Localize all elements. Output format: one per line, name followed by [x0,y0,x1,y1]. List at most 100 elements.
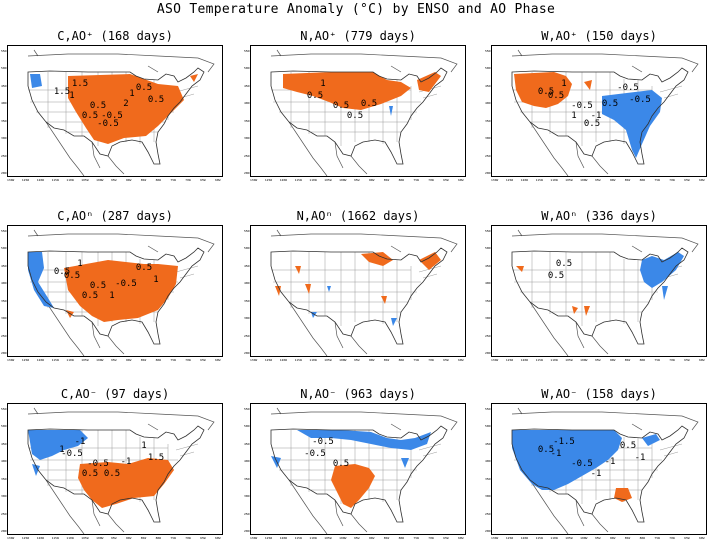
y-tick-label: 45N [485,441,491,446]
contour-label: -0.5 [312,437,334,447]
x-tick-labels: 130W 125W 120W 115W 110W 105W 100W 95W 90W 85W 80W… [7,178,223,184]
contour-label: 1 [153,275,158,285]
contour-label: 0.5 [333,459,349,469]
contour-label: 0.5 [82,291,98,301]
x-tick-label: 125W [505,178,514,182]
cold-anomaly-region [389,106,393,116]
x-tick-labels: 130W 125W 120W 115W 110W 105W 100W 95W 90W 85W 80W… [250,536,466,542]
y-tick-label: 40N [244,101,250,106]
y-tick-label: 50N [1,246,7,251]
contour-label: 2 [123,99,128,109]
canada-outline [511,49,699,73]
canada-outline [270,229,458,253]
x-tick-label: 115W [51,358,59,362]
x-tick-label: 85W [624,178,631,182]
x-tick-label: 80W [398,536,404,540]
x-tick-label: 90W [125,178,132,182]
x-tick-label: 100W [96,178,104,182]
x-tick-label: 110W [66,536,74,540]
y-tick-label: 50N [485,424,491,429]
y-tick-label: 45N [1,263,7,268]
canada-outline [270,407,458,431]
y-tick-labels: 55N 50N 45N 40N 35N 30N 25N 20N [1,45,7,177]
state-boundary-line [422,93,438,99]
warm-anomaly-region [305,284,311,294]
mexico-outline [288,479,368,534]
y-tick-label: 40N [485,459,491,464]
contour-label: -1 [121,457,132,467]
x-tick-label: 120W [279,536,287,540]
canada-outline [511,229,699,253]
contour-label: -1 [591,111,602,121]
contour-label: -0.5 [617,83,639,93]
x-tick-labels: 130W 125W 120W 115W 110W 105W 100W 95W 90W 85W 80W… [250,358,466,364]
y-tick-label: 35N [485,298,491,303]
y-tick-label: 35N [1,476,7,481]
canada-outline [511,407,699,431]
x-tick-label: 105W [565,178,573,182]
y-tick-label: 50N [244,246,250,251]
cold-anomaly-region [28,430,88,460]
x-tick-label: 60W [215,536,221,540]
us-outline [511,425,689,523]
contour-label: 0.5 [136,83,152,93]
x-tick-label: 110W [550,358,558,362]
y-tick-label: 55N [1,229,7,233]
map-panel-n-aon: N,AOⁿ (1662 days) 130W 125W 120W 115W 110W 10… [244,209,466,373]
y-tick-label: 40N [485,281,491,286]
contour-label: 1 [129,89,134,99]
x-tick-label: 60W [458,178,464,182]
x-tick-label: 85W [140,536,147,540]
x-tick-label: 100W [339,178,347,182]
y-tick-label: 40N [485,101,491,106]
x-tick-label: 120W [520,358,528,362]
y-tick-labels: 55N 50N 45N 40N 35N 30N 25N 20N [244,45,250,177]
x-tick-label: 125W [21,536,30,540]
x-tick-label: 130W [491,178,499,182]
x-tick-label: 60W [458,536,464,540]
x-tick-label: 110W [309,358,317,362]
contour-label: 0.5 [347,111,363,121]
panel-title: C,AO⁻ (97 days) [60,387,170,401]
y-tick-label: 55N [485,49,491,53]
x-tick-label: 115W [294,358,302,362]
x-tick-label: 125W [505,536,514,540]
x-tick-label: 85W [624,358,631,362]
x-tick-label: 95W [354,358,360,362]
x-tick-label: 130W [491,536,499,540]
canada-outline [27,49,215,73]
y-tick-label: 45N [1,441,7,446]
x-tick-label: 75W [413,358,419,362]
warm-anomaly-region [572,306,578,314]
contour-label: 0.5 [64,271,80,281]
y-tick-labels: 55N 50N 45N 40N 35N 30N 25N 20N [485,45,491,177]
y-tick-label: 55N [1,407,7,411]
canada-outline [270,49,458,73]
y-tick-label: 55N [485,229,491,233]
x-tick-label: 90W [368,178,375,182]
panel-title: N,AOⁿ (1662 days) [296,209,420,223]
x-tick-label: 75W [654,358,660,362]
state-boundary-line [422,451,438,457]
y-tick-label: 45N [244,263,250,268]
y-tick-label: 55N [485,407,491,411]
x-tick-label: 65W [200,536,206,540]
panel-title: C,AOⁿ (287 days) [57,209,173,223]
x-tick-label: 60W [215,358,221,362]
map-frame: 0.5 0.5 [491,225,707,357]
x-tick-label: 130W [7,536,15,540]
x-tick-label: 110W [66,358,74,362]
y-tick-label: 25N [485,333,491,338]
y-tick-label: 30N [1,136,7,141]
warm-anomaly-region [283,72,411,110]
y-tick-label: 30N [244,494,250,499]
warm-anomaly-region [516,266,524,272]
contour-label: 0.5 [548,91,564,101]
panel-title: W,AOⁿ (336 days) [541,209,657,223]
x-tick-label: 105W [81,358,89,362]
x-tick-label: 90W [125,358,132,362]
x-tick-label: 100W [96,536,104,540]
y-tick-labels: 55N 50N 45N 40N 35N 30N 25N 20N [1,225,7,357]
x-tick-label: 110W [309,178,317,182]
map-panel-c-aop: C,AO⁺ (168 days) 1.5 1 0.5 -0.5 2 1.5 0.5 0.5 0.… [1,29,223,193]
